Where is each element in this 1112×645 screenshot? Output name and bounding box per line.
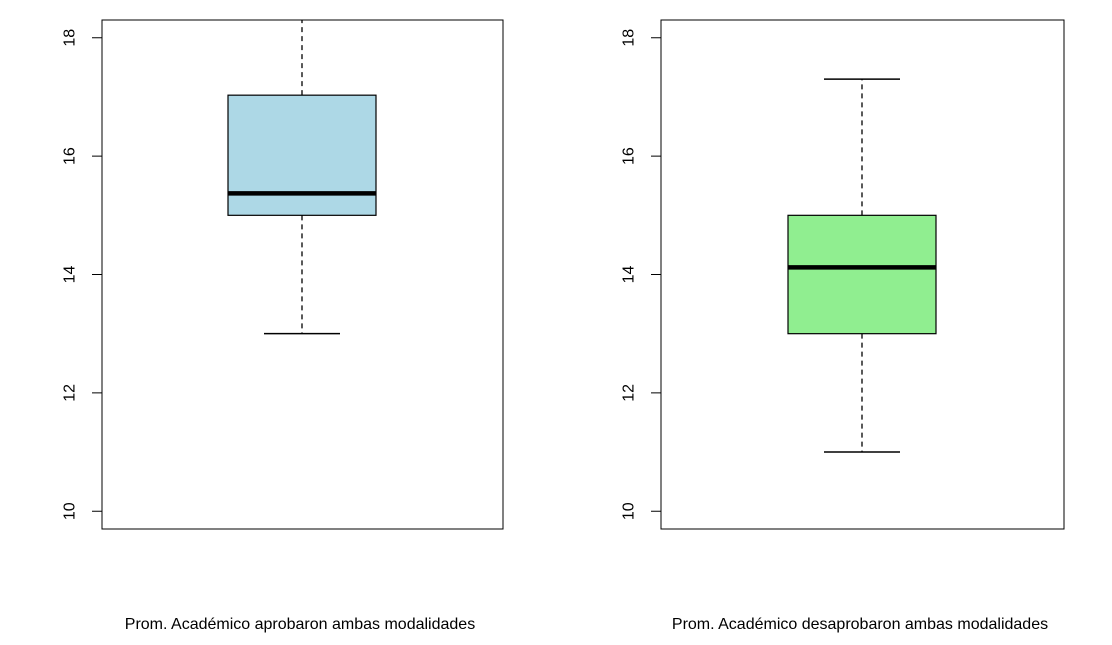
panel-disapproved: 10 12 14 16 18 Prom. Académico desaprobaron a… — [621, 19, 1065, 633]
x-axis-label: Prom. Académico desaprobaron ambas modal… — [672, 616, 1048, 633]
y-tick-label: 16 — [62, 147, 79, 165]
iqr-box — [787, 214, 937, 335]
x-axis-label: Prom. Académico aprobaron ambas modalida… — [125, 616, 475, 633]
iqr-box — [227, 94, 377, 216]
y-tick-label: 16 — [621, 147, 638, 165]
y-tick-label: 12 — [62, 384, 79, 402]
y-tick-label: 10 — [62, 502, 79, 520]
y-tick-label: 14 — [62, 266, 79, 284]
y-tick-label: 10 — [621, 502, 638, 520]
y-tick-label: 18 — [621, 29, 638, 47]
panel-approved: 10 12 14 16 18 Prom. Académico aprobaron amba… — [62, 19, 504, 633]
y-tick-label: 12 — [621, 384, 638, 402]
y-tick-label: 14 — [621, 266, 638, 284]
y-tick-label: 18 — [62, 29, 79, 47]
